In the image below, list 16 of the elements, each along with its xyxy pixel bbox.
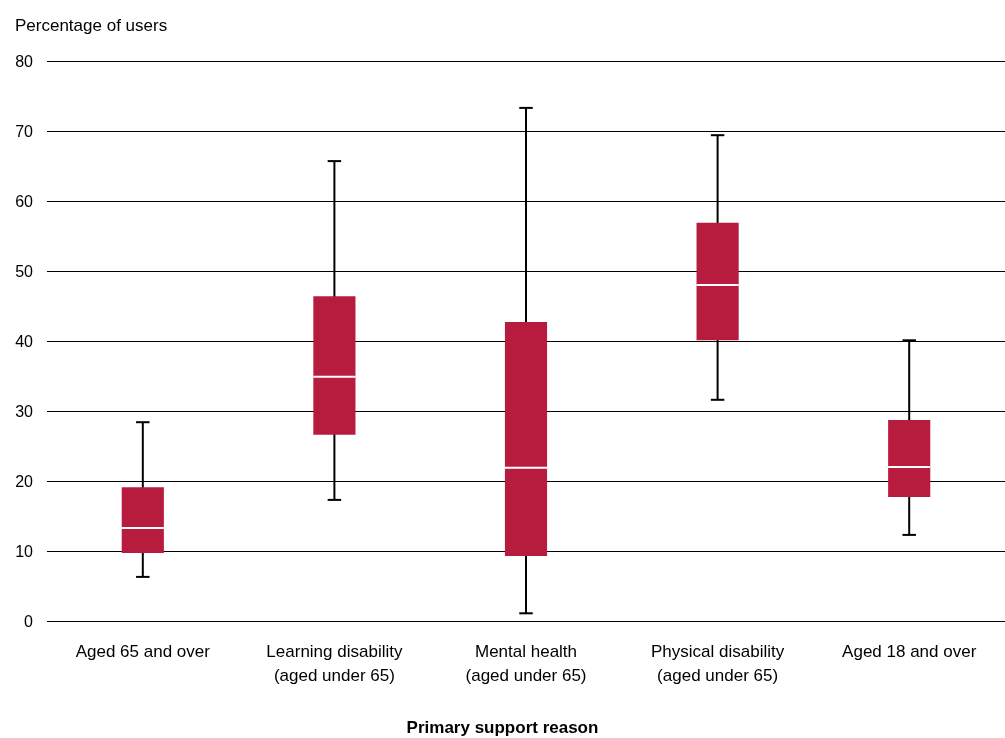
y-axis-title: Percentage of users [15,16,168,35]
y-tick-label: 60 [15,192,34,210]
y-tick-label: 40 [15,332,34,350]
y-tick-label: 80 [15,52,34,70]
x-tick-label: Learning disability (aged under 65) [266,641,403,685]
x-tick-label: Aged 65 and over [75,641,211,661]
y-tick-label: 0 [24,612,34,630]
x-tick-label: Mental health (aged under 65) [465,641,587,685]
x-tick-label: Physical disability (aged under 65) [650,641,785,685]
y-tick-label: 10 [15,542,34,560]
y-tick-label: 70 [15,122,34,140]
x-axis-title: Primary support reason [406,718,599,737]
x-tick-label: Aged 18 and over [842,641,977,661]
y-tick-label: 20 [15,472,34,490]
y-tick-label: 50 [15,262,34,280]
y-tick-label: 30 [15,402,34,420]
